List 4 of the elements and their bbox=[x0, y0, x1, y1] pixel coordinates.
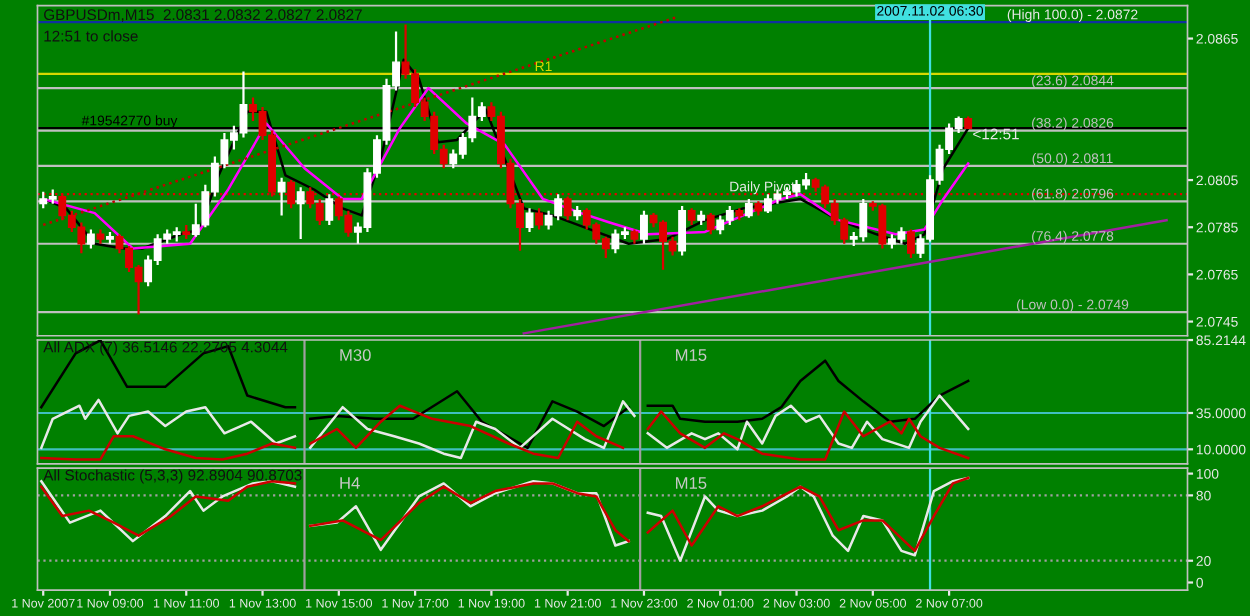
annotation: M15 bbox=[676, 477, 707, 489]
annotation: M30 bbox=[340, 349, 371, 361]
annotation: H4 bbox=[340, 477, 360, 489]
annotation: M15 bbox=[676, 349, 707, 361]
